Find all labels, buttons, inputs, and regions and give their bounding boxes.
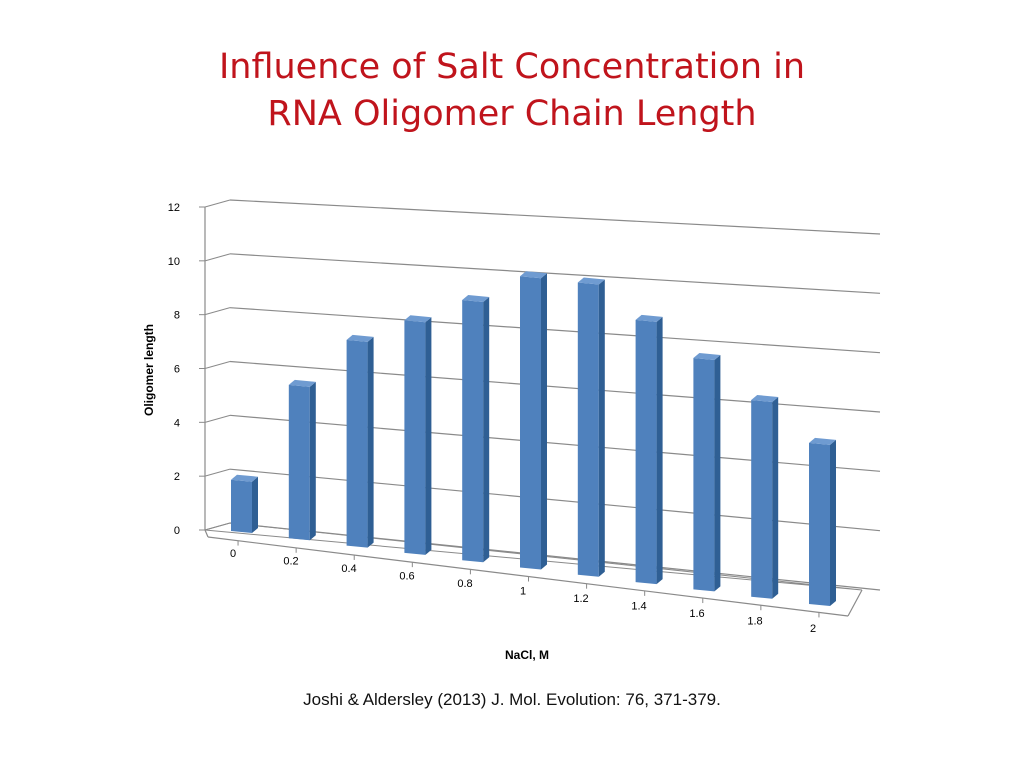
- bars: [231, 271, 836, 606]
- y-tick-label-12: 12: [168, 202, 180, 214]
- bar-front-2: [809, 442, 830, 606]
- bar-top-1: [520, 271, 547, 279]
- bar-1.4: [635, 314, 663, 585]
- gridline-2: [229, 468, 881, 532]
- bar-front-0: [231, 479, 252, 533]
- gridline-depth-10: [204, 253, 231, 262]
- y-tick-label-0: 0: [174, 525, 180, 537]
- y-tick-label-6: 6: [174, 364, 180, 376]
- bar-front-1: [520, 276, 541, 570]
- gridline-depth-12: [204, 199, 231, 208]
- bar-0.2: [288, 379, 316, 541]
- x-tick-label-1.6: 1.6: [689, 608, 704, 620]
- bar-0: [231, 474, 258, 533]
- bar-side-0.8: [483, 296, 490, 563]
- bar-top-0.4: [346, 334, 374, 342]
- gridline-depth-8: [204, 307, 231, 316]
- bar-top-2: [809, 437, 836, 445]
- bar-0.8: [462, 294, 490, 563]
- x-tick-label-2: 2: [810, 623, 816, 635]
- bar-top-0.6: [404, 315, 432, 323]
- x-tick-label-0.8: 0.8: [457, 578, 472, 590]
- x-tick-label-1.8: 1.8: [747, 616, 762, 628]
- bar-0.6: [404, 315, 432, 555]
- x-tick-label-1.2: 1.2: [573, 593, 588, 605]
- floor-left-edge: [204, 529, 209, 538]
- x-tick-label-0: 0: [230, 548, 236, 560]
- y-tick-label-8: 8: [174, 310, 180, 322]
- bar-side-1.4: [656, 316, 663, 585]
- bar-side-0.6: [425, 317, 432, 555]
- bar-0.4: [346, 334, 374, 548]
- bar-top-1.8: [751, 394, 779, 402]
- bar-2: [809, 437, 836, 606]
- gridline-depth-4: [204, 414, 231, 423]
- bar-top-1.6: [693, 353, 721, 361]
- gridline-8: [229, 307, 881, 354]
- bar-side-1: [541, 273, 547, 570]
- bar-front-0.2: [288, 384, 310, 541]
- slide-title: Influence of Salt Concentration in RNA O…: [0, 44, 1024, 138]
- bar-front-0.8: [462, 299, 484, 563]
- bar-front-1.6: [693, 358, 715, 592]
- x-tick-label-1.4: 1.4: [631, 601, 646, 613]
- gridline-4: [229, 414, 881, 472]
- y-tick-label-10: 10: [168, 256, 180, 268]
- bar-front-0.4: [346, 339, 368, 548]
- bar-top-1.2: [577, 277, 605, 285]
- bar-1.6: [693, 353, 721, 592]
- bar-top-0.8: [462, 294, 490, 302]
- bar-top-1.4: [635, 314, 663, 322]
- gridline-10: [229, 253, 881, 294]
- bar-side-0.2: [309, 381, 316, 541]
- floor-right-edge: [847, 589, 863, 617]
- y-tick-label-4: 4: [174, 417, 180, 429]
- gridline-6: [229, 360, 881, 413]
- bar-side-2: [830, 439, 836, 606]
- bar-front-1.8: [751, 399, 773, 599]
- x-tick-label-0.2: 0.2: [283, 556, 298, 568]
- bar-side-1.2: [598, 279, 605, 577]
- tick-labels: 0 2 4 6 8 10 12 0 0.2 0.4 0.6 0.8 1 1.2 1.4 1.6 1.8 2: [168, 202, 816, 635]
- gridline-12: [229, 199, 881, 235]
- x-axis-title: NaCl, M: [505, 648, 549, 662]
- y-axis-title: Oligomer length: [142, 324, 156, 416]
- bar-front-1.2: [577, 282, 599, 577]
- gridline-depth-2: [204, 468, 231, 477]
- bar-1: [520, 271, 547, 570]
- x-tick-label-0.4: 0.4: [341, 563, 356, 575]
- bar-top-0: [231, 474, 258, 482]
- bar-1.2: [577, 277, 605, 577]
- gridline-depth-6: [204, 361, 231, 369]
- x-tick-label-0.6: 0.6: [399, 571, 414, 583]
- bar-top-0.2: [288, 379, 316, 387]
- citation: Joshi & Aldersley (2013) J. Mol. Evoluti…: [303, 690, 721, 709]
- bar-1.8: [751, 394, 779, 599]
- bar-side-0: [252, 476, 258, 533]
- bar-side-1.8: [772, 396, 779, 599]
- bar-side-1.6: [714, 355, 721, 592]
- bar-side-0.4: [367, 336, 374, 548]
- bar-front-0.6: [404, 320, 426, 555]
- y-tick-label-2: 2: [174, 471, 180, 483]
- x-tick-label-1: 1: [520, 586, 526, 598]
- title-line-2: RNA Oligomer Chain Length: [267, 94, 757, 134]
- title-line-1: Influence of Salt Concentration in: [218, 47, 806, 87]
- bar-front-1.4: [635, 319, 657, 585]
